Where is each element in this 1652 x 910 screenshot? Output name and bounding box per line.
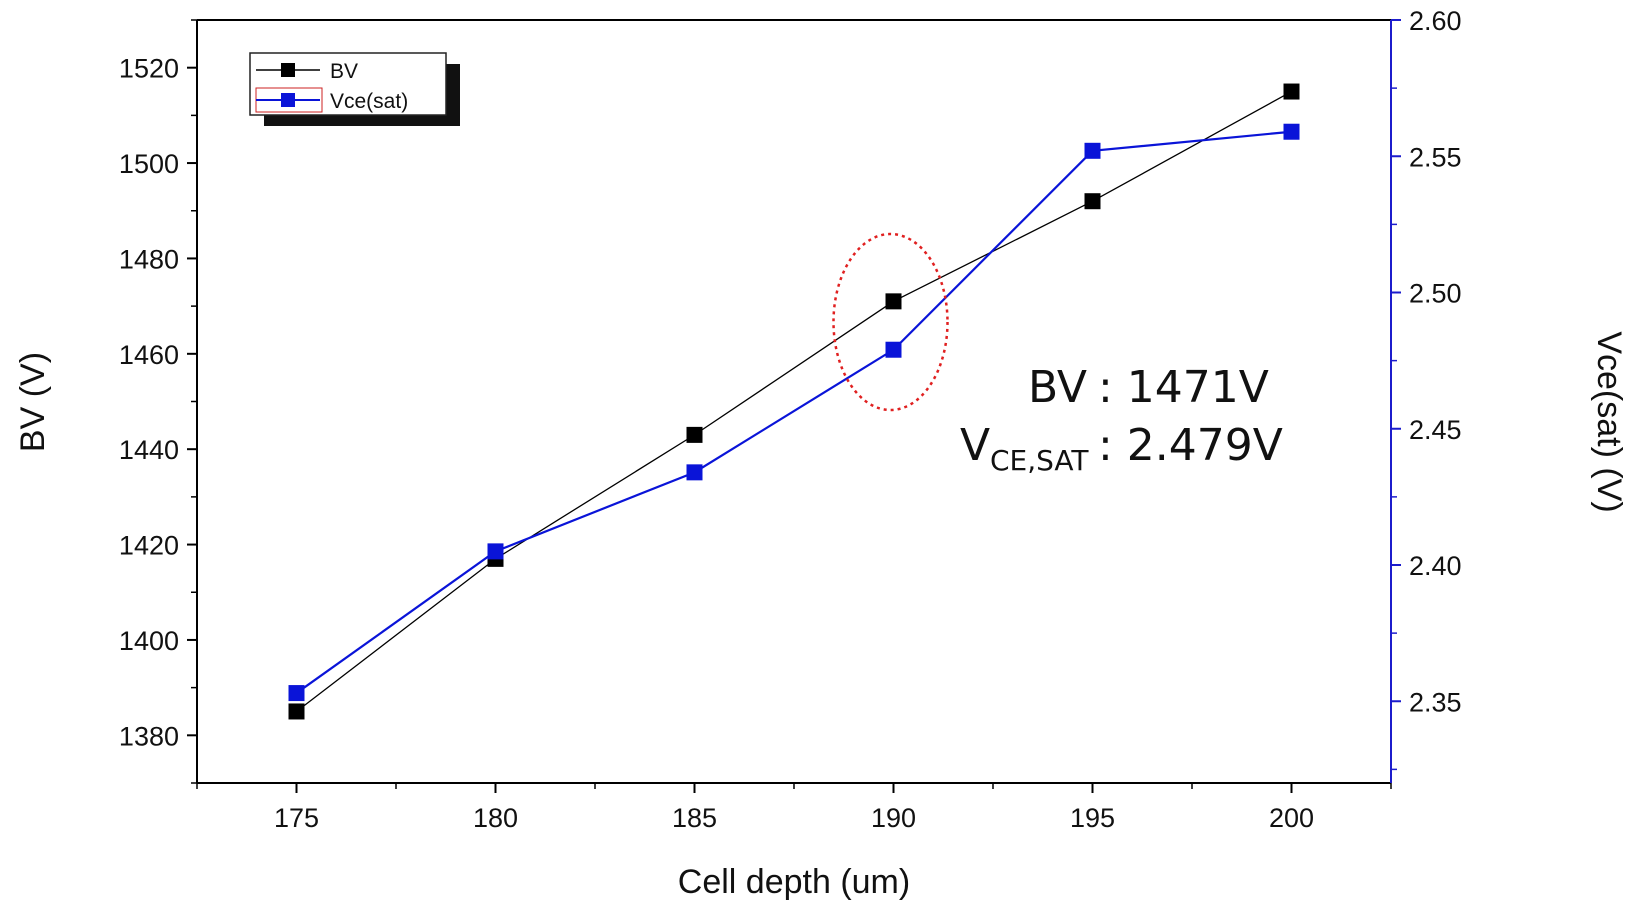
vce-sat-point	[686, 464, 703, 481]
x-tick-label: 185	[672, 803, 717, 833]
vce-sat-point	[885, 341, 902, 358]
series-line-bv	[296, 90, 1292, 712]
legend-bv-marker	[281, 63, 295, 77]
right-y-axis-ticks: 2.35 2.40 2.45 2.50 2.55 2.60	[1391, 6, 1462, 771]
bv-point	[1084, 193, 1101, 210]
y-tick-label: 1440	[119, 435, 179, 465]
legend-item-vce: Vce(sat)	[255, 87, 408, 113]
y2-tick-label: 2.50	[1409, 279, 1462, 309]
y-tick-label: 1460	[119, 340, 179, 370]
legend: BV Vce(sat)	[249, 52, 460, 126]
y-tick-label: 1500	[119, 149, 179, 179]
y-tick-label: 1420	[119, 531, 179, 561]
vce-sat-point	[1283, 123, 1300, 140]
x-tick-label: 195	[1070, 803, 1115, 833]
series-line-vce-sat	[295, 130, 1292, 694]
series-lines	[295, 90, 1292, 712]
bv-point	[686, 426, 703, 443]
highlight-ellipse	[832, 232, 949, 412]
y2-tick-label: 2.35	[1409, 687, 1462, 717]
legend-item-bv: BV	[256, 60, 358, 83]
annotation-vce-value: : 2.479V	[1098, 420, 1283, 471]
y-tick-label: 1400	[119, 626, 179, 656]
bv-point	[1283, 83, 1300, 100]
x-axis-title: Cell depth (um)	[678, 863, 910, 901]
vce-sat-point	[487, 543, 504, 560]
annotation-bv-label: BV	[1028, 362, 1087, 413]
y-tick-label: 1380	[119, 721, 179, 751]
x-tick-label: 175	[274, 803, 319, 833]
legend-bv-label: BV	[330, 60, 358, 83]
vce-sat-point	[288, 685, 305, 702]
y2-tick-label: 2.55	[1409, 142, 1462, 172]
annotation-bv-value: : 1471V	[1098, 362, 1269, 413]
annotation-vce-subscript: CE,SAT	[990, 444, 1089, 477]
legend-vce-marker	[281, 93, 295, 107]
x-tick-label: 180	[473, 803, 518, 833]
y-tick-label: 1480	[119, 244, 179, 274]
annotation-vce-label: V	[960, 420, 990, 471]
series-points	[288, 83, 1300, 720]
legend-vce-label: Vce(sat)	[330, 90, 408, 113]
bv-point	[885, 293, 902, 310]
y2-tick-label: 2.45	[1409, 415, 1462, 445]
x-tick-label: 190	[871, 803, 916, 833]
y-tick-label: 1520	[119, 54, 179, 84]
x-axis-ticks: 175 180 185 190 195 200	[196, 783, 1392, 833]
right-y-axis-title: Vce(sat) (V)	[1590, 331, 1628, 512]
y2-tick-label: 2.60	[1409, 6, 1462, 36]
x-tick-label: 200	[1269, 803, 1314, 833]
bv-point	[288, 703, 305, 720]
annotation: BV : 1471V V CE,SAT : 2.479V	[960, 362, 1283, 477]
vce-sat-point	[1084, 142, 1101, 159]
y2-tick-label: 2.40	[1409, 551, 1462, 581]
left-y-axis-ticks: 1380 1400 1420 1440 1460 1480 1500 1520	[119, 19, 197, 784]
left-y-axis-title: BV (V)	[14, 352, 52, 452]
